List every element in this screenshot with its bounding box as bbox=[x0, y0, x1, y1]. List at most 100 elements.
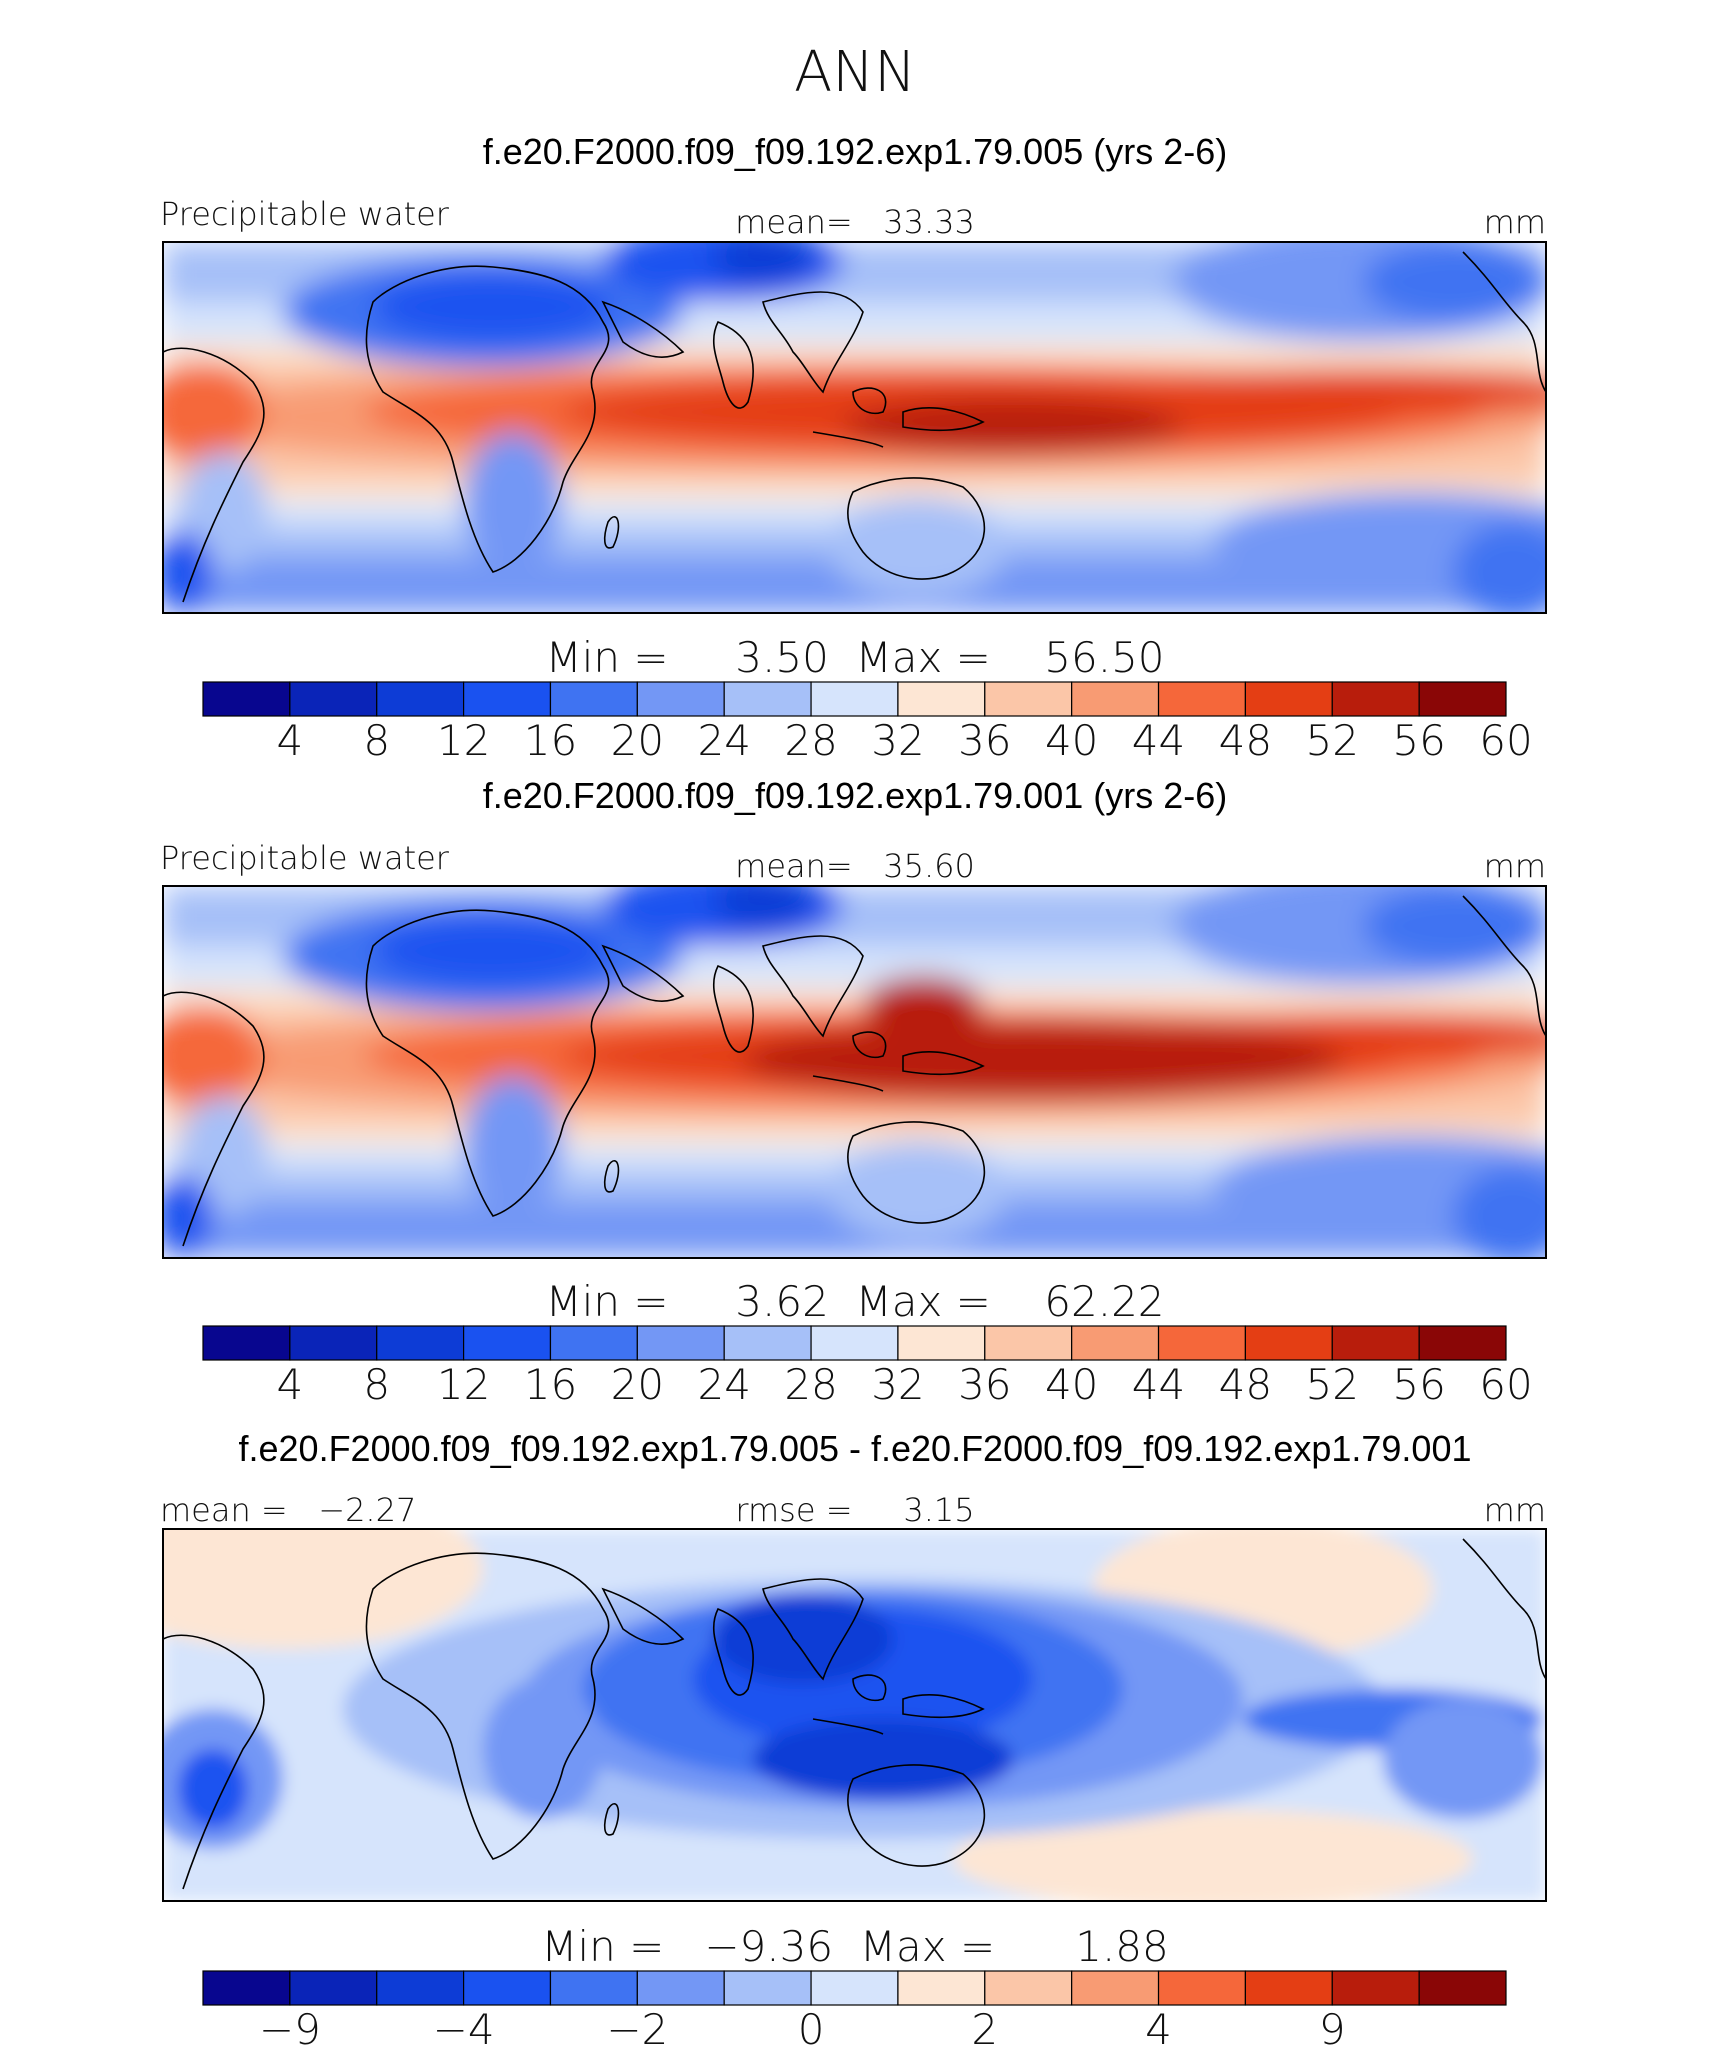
colorbar-swatch bbox=[463, 681, 552, 717]
colorbar-tick-label: 52 bbox=[1306, 716, 1359, 765]
colorbar-swatch bbox=[1331, 681, 1420, 717]
colorbar-tick-label: 24 bbox=[697, 716, 750, 765]
colorbar-swatch bbox=[376, 1325, 465, 1361]
colorbar-swatch bbox=[1331, 1325, 1420, 1361]
panel1-title: f.e20.F2000.f09_f09.192.exp1.79.005 (yrs… bbox=[483, 131, 1228, 172]
colorbar-swatch bbox=[897, 681, 986, 717]
panel2-left-label: Precipitable water bbox=[160, 839, 450, 877]
colorbar-tick-label: −2 bbox=[606, 2005, 668, 2051]
colorbar-tick-label: 28 bbox=[784, 1360, 837, 1409]
figure-title: ANN bbox=[794, 40, 916, 105]
colorbar-tick-label: −9 bbox=[259, 2005, 321, 2051]
colorbar-tick-label: 48 bbox=[1219, 716, 1272, 765]
colorbar-swatch bbox=[723, 681, 812, 717]
colorbar-tick-label: 60 bbox=[1479, 716, 1532, 765]
colorbar-swatch bbox=[984, 1325, 1073, 1361]
panel2-center-label: mean= 35.60 bbox=[735, 847, 975, 885]
colorbar-swatch bbox=[984, 681, 1073, 717]
colorbar-tick-label: 4 bbox=[1145, 2005, 1172, 2051]
colorbar-tick-label: 48 bbox=[1219, 1360, 1272, 1409]
colorbar-tick-label: 8 bbox=[363, 1360, 390, 1409]
colorbar-swatch bbox=[984, 1970, 1073, 2006]
colorbar-swatch bbox=[376, 681, 465, 717]
panel2-stats: Min = 3.62 Max = 62.22 bbox=[545, 1277, 1164, 1326]
panel3-frame bbox=[162, 1528, 1547, 1902]
colorbar-tick-label: 2 bbox=[971, 2005, 998, 2051]
colorbar-swatch bbox=[289, 681, 378, 717]
colorbar-swatch bbox=[289, 1970, 378, 2006]
colorbar-tick-label: 16 bbox=[524, 716, 577, 765]
colorbar-tick-label: −4 bbox=[433, 2005, 495, 2051]
panel1-stats: Min = 3.50 Max = 56.50 bbox=[545, 633, 1164, 682]
panel1-map bbox=[163, 242, 1546, 613]
colorbar-tick-label: 24 bbox=[697, 1360, 750, 1409]
colorbar-swatch bbox=[289, 1325, 378, 1361]
colorbar-tick-label: 28 bbox=[784, 716, 837, 765]
colorbar-swatch bbox=[810, 1970, 899, 2006]
colorbar-swatch bbox=[1157, 1325, 1246, 1361]
colorbar-swatch bbox=[810, 681, 899, 717]
colorbar-swatch bbox=[1331, 1970, 1420, 2006]
panel3-map bbox=[163, 1529, 1546, 1901]
panel1-frame bbox=[162, 241, 1547, 614]
panel3-colorbar: −9 −4 −2 0 2 4 9 bbox=[202, 1970, 1507, 2051]
colorbar-tick-label: 20 bbox=[611, 1360, 664, 1409]
panel1-units: mm bbox=[1484, 203, 1546, 241]
panel2-colorbar: 4 8 12 16 20 24 28 32 36 40 44 48 52 56 60 bbox=[202, 1325, 1533, 1409]
colorbar-swatch bbox=[1157, 1970, 1246, 2006]
colorbar-tick-label: 44 bbox=[1132, 716, 1185, 765]
panel2-title: f.e20.F2000.f09_f09.192.exp1.79.001 (yrs… bbox=[483, 775, 1228, 816]
colorbar-swatch bbox=[636, 1325, 725, 1361]
panel2-frame bbox=[162, 885, 1547, 1259]
colorbar-tick-label: 40 bbox=[1045, 716, 1098, 765]
colorbar-swatch bbox=[636, 681, 725, 717]
colorbar-swatch bbox=[810, 1325, 899, 1361]
panel3-units: mm bbox=[1484, 1491, 1546, 1529]
panel3-title: f.e20.F2000.f09_f09.192.exp1.79.005 - f.… bbox=[239, 1428, 1472, 1469]
colorbar-tick-label: 56 bbox=[1392, 1360, 1445, 1409]
colorbar-swatch bbox=[1244, 681, 1333, 717]
colorbar-swatch bbox=[897, 1325, 986, 1361]
colorbar-tick-label: 32 bbox=[871, 1360, 924, 1409]
colorbar-swatch bbox=[1071, 1325, 1160, 1361]
colorbar-tick-label: 36 bbox=[958, 716, 1011, 765]
colorbar-swatch bbox=[202, 681, 291, 717]
panel3-stats: Min = −9.36 Max = 1.88 bbox=[541, 1922, 1169, 1971]
colorbar-tick-label: 52 bbox=[1306, 1360, 1359, 1409]
colorbar-swatch bbox=[463, 1970, 552, 2006]
colorbar-tick-label: 16 bbox=[524, 1360, 577, 1409]
colorbar-swatch bbox=[636, 1970, 725, 2006]
colorbar-swatch bbox=[1418, 1970, 1507, 2006]
colorbar-tick-label: 8 bbox=[363, 716, 390, 765]
colorbar-tick-label: 40 bbox=[1045, 1360, 1098, 1409]
colorbar-swatch bbox=[376, 1970, 465, 2006]
colorbar-tick-label: 4 bbox=[276, 716, 303, 765]
panel3-left-label: mean = −2.27 bbox=[160, 1491, 416, 1529]
colorbar-swatch bbox=[549, 1325, 638, 1361]
colorbar-swatch bbox=[1418, 681, 1507, 717]
panel1-center-label: mean= 33.33 bbox=[735, 203, 975, 241]
panel1-colorbar: 4 8 12 16 20 24 28 32 36 40 44 48 52 56 60 bbox=[202, 681, 1533, 765]
colorbar-swatch bbox=[723, 1970, 812, 2006]
colorbar-tick-label: 12 bbox=[437, 1360, 490, 1409]
colorbar-swatch bbox=[549, 1970, 638, 2006]
panel2-map bbox=[163, 886, 1546, 1258]
colorbar-tick-label: 32 bbox=[871, 716, 924, 765]
colorbar-swatch bbox=[1157, 681, 1246, 717]
colorbar-swatch bbox=[723, 1325, 812, 1361]
colorbar-swatch bbox=[1244, 1970, 1333, 2006]
colorbar-swatch bbox=[1071, 681, 1160, 717]
colorbar-tick-label: 36 bbox=[958, 1360, 1011, 1409]
colorbar-swatch bbox=[1071, 1970, 1160, 2006]
panel2-units: mm bbox=[1484, 847, 1546, 885]
colorbar-tick-label: 44 bbox=[1132, 1360, 1185, 1409]
panel3-center-label: rmse = 3.15 bbox=[735, 1491, 974, 1529]
colorbar-swatch bbox=[549, 681, 638, 717]
colorbar-swatch bbox=[1418, 1325, 1507, 1361]
colorbar-swatch bbox=[202, 1970, 291, 2006]
colorbar-swatch bbox=[202, 1325, 291, 1361]
colorbar-tick-label: 60 bbox=[1479, 1360, 1532, 1409]
colorbar-swatch bbox=[463, 1325, 552, 1361]
